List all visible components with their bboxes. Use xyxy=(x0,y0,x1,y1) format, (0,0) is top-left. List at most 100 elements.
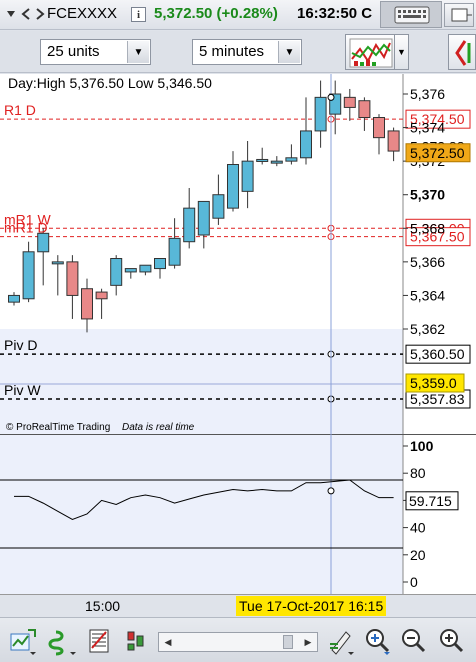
level-label: mR1 D xyxy=(4,220,48,236)
candle-body xyxy=(197,200,210,236)
candle-body xyxy=(124,268,137,273)
link-icon[interactable] xyxy=(48,626,78,656)
price-tick-label: 5,362 xyxy=(410,321,445,337)
candle-body xyxy=(227,164,239,209)
scroll-thumb[interactable] xyxy=(283,635,293,649)
day-range-info: Day:High 5,376.50 Low 5,346.50 xyxy=(8,75,212,91)
osc-tick-label: 40 xyxy=(410,520,426,536)
level-label: mR1 W xyxy=(4,211,51,227)
time-scrollbar[interactable]: ◀ ▶ xyxy=(158,632,318,652)
interval-select[interactable]: 5 minutes ▼ xyxy=(192,39,302,65)
chevron-right-icon[interactable] xyxy=(32,5,48,23)
osc-series-line xyxy=(14,479,394,520)
units-select[interactable]: 25 units ▼ xyxy=(40,39,151,65)
price-tick-label: 5,364 xyxy=(410,287,445,303)
candle-body xyxy=(285,157,298,162)
price-tick-label: 5,370 xyxy=(410,187,445,203)
draw-tool-icon[interactable] xyxy=(326,626,356,656)
scroll-right-icon[interactable]: ▶ xyxy=(304,636,312,647)
zoom-chart-icon[interactable] xyxy=(8,626,38,656)
time-tick: 15:00 xyxy=(85,598,121,614)
candle-body xyxy=(8,294,20,303)
menu-caret-icon[interactable] xyxy=(3,5,19,23)
candle-body xyxy=(387,130,400,152)
candle-body xyxy=(343,96,356,108)
candle-body xyxy=(154,258,166,270)
current-price-label: 5,372.50 xyxy=(410,145,465,161)
chevron-down-icon[interactable]: ▼ xyxy=(127,41,149,63)
candle-body xyxy=(373,117,385,139)
level-label: R1 D xyxy=(4,102,36,118)
osc-tick-label: 80 xyxy=(410,465,426,481)
candle-body xyxy=(270,160,283,164)
candle-body xyxy=(212,194,225,219)
osc-tick-label: 20 xyxy=(410,547,426,563)
time-axis: 15:00 Tue 17-Oct-2017 16:15 xyxy=(0,594,476,617)
candle-body xyxy=(300,130,312,159)
level-price-box xyxy=(405,227,471,247)
level-price-label: 5,374.50 xyxy=(410,111,465,127)
crosshair-price-box xyxy=(405,373,465,393)
candle-body xyxy=(314,96,327,132)
indicators-button[interactable] xyxy=(345,34,395,70)
candle-body xyxy=(358,100,371,118)
cursor-marker xyxy=(327,93,335,101)
price-change: 5,372.50 (+0.28%) xyxy=(154,5,278,22)
side-panel-button[interactable] xyxy=(448,34,476,70)
order-book-icon[interactable] xyxy=(86,626,116,656)
chart-area[interactable]: 10080604020059.715 5,374.505,368.005,367… xyxy=(0,74,476,594)
level-price-label: 5,367.50 xyxy=(410,229,465,245)
price-tick-label: 5,376 xyxy=(410,86,445,102)
oscillator-pane xyxy=(0,435,403,594)
osc-value-box xyxy=(405,491,459,511)
candle-body xyxy=(168,237,181,266)
crosshair-price-label: 5,359.0 xyxy=(410,375,457,391)
level-label: Piv W xyxy=(4,382,41,398)
zoom-in-icon[interactable] xyxy=(436,626,466,656)
bottom-toolbar: ◀ ▶ xyxy=(0,617,476,662)
keyboard-icon[interactable] xyxy=(380,1,442,28)
side-panel-icon xyxy=(455,40,471,66)
level-price-box xyxy=(405,109,471,129)
indicators-icon xyxy=(349,38,393,68)
indicators-menu-caret[interactable]: ▼ xyxy=(395,34,409,70)
candle-body xyxy=(183,207,196,243)
current-price-box xyxy=(405,143,471,163)
price-tick-label: 5,368 xyxy=(410,220,445,236)
osc-value-label: 59.715 xyxy=(409,493,452,509)
realtime-note: Data is real time xyxy=(122,422,195,433)
osc-cursor-marker xyxy=(327,487,335,495)
candle-body xyxy=(37,232,50,253)
info-icon[interactable]: i xyxy=(131,7,146,22)
candle-body xyxy=(241,160,254,192)
candle-body xyxy=(95,291,108,300)
cursor-date-label: Tue 17-Oct-2017 16:15 xyxy=(236,596,387,616)
candle-body xyxy=(110,258,123,286)
level-price-label: 5,360.50 xyxy=(410,346,465,362)
zoom-fit-icon[interactable] xyxy=(362,626,392,656)
price-tick-label: 5,374 xyxy=(410,120,445,136)
level-label: Piv D xyxy=(4,337,37,353)
osc-tick-label: 100 xyxy=(410,438,434,454)
candle-body xyxy=(51,261,64,265)
candle-body xyxy=(329,93,342,115)
level-price-label: 5,357.83 xyxy=(410,391,465,407)
price-chart[interactable]: 10080604020059.715 5,374.505,368.005,367… xyxy=(0,74,476,594)
bar-style-icon[interactable] xyxy=(122,626,152,656)
price-tick-label: 5,366 xyxy=(410,254,445,270)
level-price-box xyxy=(405,344,471,364)
instrument-name[interactable]: FCEXXXX xyxy=(47,5,118,22)
candle-body xyxy=(22,251,35,300)
chevron-down-icon[interactable]: ▼ xyxy=(278,41,300,63)
scroll-left-icon[interactable]: ◀ xyxy=(164,636,172,647)
clock-time: 16:32:50 C xyxy=(297,5,373,22)
interval-select-value: 5 minutes xyxy=(199,43,265,60)
window-switch-button[interactable] xyxy=(444,3,474,27)
zoom-out-icon[interactable] xyxy=(398,626,428,656)
candle-body xyxy=(66,261,79,296)
candle-body xyxy=(256,158,269,162)
copyright-footer: © ProRealTime Trading xyxy=(6,422,110,433)
chevron-left-icon[interactable] xyxy=(18,5,34,23)
osc-tick-label: 0 xyxy=(410,574,418,590)
